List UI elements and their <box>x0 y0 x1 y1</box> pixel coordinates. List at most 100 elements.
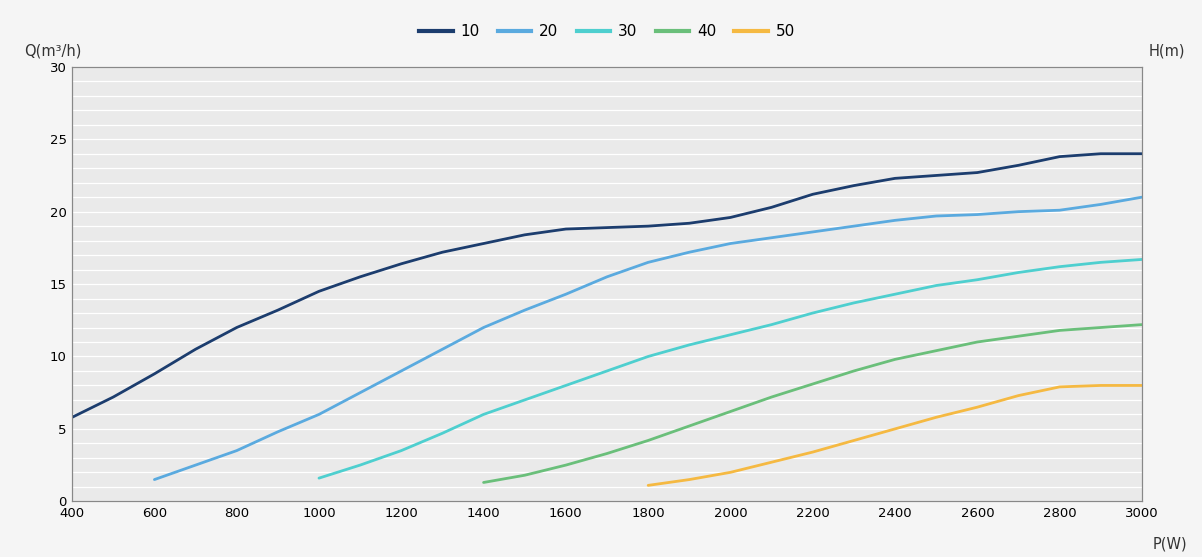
50 <box>1053 384 1067 390</box>
Legend: 10, 20, 30, 40, 50: 10, 20, 30, 40, 50 <box>413 18 801 45</box>
20 <box>682 249 696 256</box>
20 <box>1053 207 1067 213</box>
40 <box>600 450 614 457</box>
10 <box>518 232 532 238</box>
30 <box>435 430 450 437</box>
40 <box>724 408 738 415</box>
40 <box>1094 324 1108 331</box>
Line: 10: 10 <box>72 154 1142 417</box>
30 <box>600 368 614 374</box>
20 <box>724 240 738 247</box>
40 <box>518 472 532 478</box>
10 <box>929 172 944 179</box>
40 <box>805 380 820 387</box>
Text: P(W): P(W) <box>1153 536 1188 551</box>
10 <box>270 307 285 314</box>
40 <box>682 423 696 429</box>
20 <box>518 307 532 314</box>
30 <box>1135 256 1149 263</box>
40 <box>1053 327 1067 334</box>
20 <box>353 389 368 396</box>
Text: Q(m³/h): Q(m³/h) <box>24 43 82 58</box>
40 <box>929 348 944 354</box>
20 <box>929 213 944 219</box>
20 <box>147 476 161 483</box>
40 <box>1135 321 1149 328</box>
30 <box>724 331 738 338</box>
20 <box>846 223 861 229</box>
30 <box>682 341 696 348</box>
50 <box>724 469 738 476</box>
10 <box>65 414 79 421</box>
10 <box>230 324 244 331</box>
Line: 40: 40 <box>483 325 1142 482</box>
50 <box>1135 382 1149 389</box>
10 <box>1094 150 1108 157</box>
20 <box>230 447 244 454</box>
40 <box>641 437 655 444</box>
30 <box>1011 269 1025 276</box>
10 <box>353 273 368 280</box>
10 <box>435 249 450 256</box>
50 <box>846 437 861 444</box>
30 <box>888 291 903 297</box>
40 <box>888 356 903 363</box>
20 <box>600 273 614 280</box>
30 <box>1094 259 1108 266</box>
40 <box>476 479 490 486</box>
30 <box>518 397 532 403</box>
50 <box>682 476 696 483</box>
10 <box>147 370 161 377</box>
10 <box>805 191 820 198</box>
10 <box>559 226 573 232</box>
30 <box>559 382 573 389</box>
30 <box>764 321 779 328</box>
30 <box>1053 263 1067 270</box>
40 <box>764 394 779 400</box>
50 <box>641 482 655 488</box>
20 <box>888 217 903 224</box>
50 <box>805 449 820 456</box>
30 <box>476 411 490 418</box>
20 <box>476 324 490 331</box>
40 <box>1011 333 1025 340</box>
20 <box>1135 194 1149 201</box>
30 <box>641 353 655 360</box>
20 <box>805 228 820 235</box>
50 <box>970 404 984 411</box>
30 <box>970 276 984 283</box>
30 <box>311 475 326 481</box>
10 <box>106 394 120 400</box>
40 <box>559 462 573 468</box>
10 <box>394 261 409 267</box>
50 <box>1094 382 1108 389</box>
20 <box>559 291 573 297</box>
10 <box>846 182 861 189</box>
50 <box>929 414 944 421</box>
30 <box>929 282 944 289</box>
Text: H(m): H(m) <box>1148 43 1185 58</box>
10 <box>1053 153 1067 160</box>
10 <box>476 240 490 247</box>
20 <box>435 346 450 353</box>
20 <box>641 259 655 266</box>
20 <box>764 234 779 241</box>
20 <box>1011 208 1025 215</box>
10 <box>311 288 326 295</box>
10 <box>682 220 696 227</box>
10 <box>888 175 903 182</box>
50 <box>888 426 903 432</box>
50 <box>1011 392 1025 399</box>
10 <box>970 169 984 176</box>
20 <box>1094 201 1108 208</box>
10 <box>1135 150 1149 157</box>
20 <box>189 462 203 468</box>
Line: 30: 30 <box>319 260 1142 478</box>
10 <box>600 224 614 231</box>
20 <box>311 411 326 418</box>
Line: 20: 20 <box>154 197 1142 480</box>
10 <box>724 214 738 221</box>
20 <box>270 428 285 435</box>
40 <box>846 368 861 374</box>
10 <box>641 223 655 229</box>
